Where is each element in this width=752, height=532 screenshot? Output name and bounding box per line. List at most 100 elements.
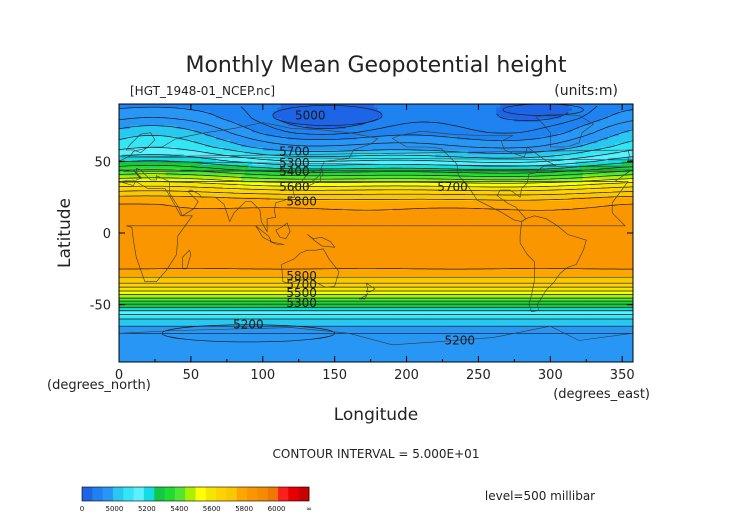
field-cell <box>517 154 523 159</box>
field-cell <box>424 211 429 216</box>
field-cell <box>424 204 429 209</box>
field-cell <box>467 175 472 180</box>
field-cell <box>435 157 440 162</box>
field-cell <box>550 164 555 170</box>
field-cell <box>180 193 185 198</box>
field-cell <box>255 129 260 134</box>
field-cell <box>248 125 253 130</box>
field-cell <box>428 143 433 148</box>
field-cell <box>384 222 390 227</box>
field-cell <box>370 222 375 227</box>
field-cell <box>338 161 343 166</box>
field-cell <box>119 207 124 213</box>
field-cell <box>140 168 145 173</box>
field-cell <box>467 164 472 170</box>
field-cell <box>496 218 501 223</box>
field-cell <box>521 132 526 137</box>
field-cell <box>234 114 239 119</box>
field-cell <box>482 182 487 188</box>
field-cell <box>147 143 152 148</box>
field-cell <box>564 172 569 177</box>
field-cell <box>194 132 199 137</box>
field-cell <box>438 139 444 145</box>
field-cell <box>492 104 498 109</box>
field-cell <box>144 200 149 205</box>
field-cell <box>410 193 415 198</box>
field-cell <box>129 111 134 116</box>
field-cell <box>291 139 296 145</box>
field-cell <box>625 211 630 216</box>
field-cell <box>489 104 494 109</box>
field-cell <box>568 190 573 195</box>
field-cell <box>485 121 490 127</box>
field-cell <box>251 150 257 155</box>
field-cell <box>269 172 275 177</box>
field-cell <box>625 190 630 195</box>
field-cell <box>589 207 595 213</box>
field-cell <box>478 193 483 198</box>
field-cell <box>237 204 242 209</box>
field-cell <box>485 215 490 220</box>
field-cell <box>482 204 487 209</box>
field-cell <box>219 121 224 127</box>
field-cell <box>392 111 397 116</box>
field-cell <box>216 121 221 127</box>
field-cell <box>255 157 260 162</box>
field-cell <box>133 143 138 148</box>
field-cell <box>187 157 192 162</box>
field-cell <box>514 129 519 134</box>
field-cell <box>176 161 181 166</box>
field-cell <box>622 175 627 180</box>
field-cell <box>298 118 303 123</box>
field-cell <box>334 150 339 155</box>
field-cell <box>517 147 523 152</box>
field-cell <box>147 200 152 205</box>
field-cell <box>367 114 372 119</box>
field-cell <box>287 129 293 134</box>
field-cell <box>277 190 282 195</box>
field-cell <box>298 190 303 195</box>
field-cell <box>521 125 526 130</box>
field-cell <box>183 200 188 205</box>
field-cell <box>528 175 533 180</box>
field-cell <box>136 218 142 223</box>
field-cell <box>194 129 199 134</box>
field-cell <box>363 200 368 205</box>
field-cell <box>589 161 595 166</box>
field-cell <box>316 211 321 216</box>
field-cell <box>140 222 145 227</box>
field-cell <box>119 118 124 123</box>
field-cell <box>180 136 185 141</box>
field-cell <box>615 125 620 130</box>
field-cell <box>507 175 512 180</box>
field-cell <box>208 161 214 166</box>
field-cell <box>291 182 296 188</box>
field-cell <box>471 107 476 112</box>
field-cell <box>187 143 192 148</box>
field-cell <box>320 172 325 177</box>
field-cell <box>510 114 515 119</box>
field-cell <box>453 150 458 155</box>
field-cell <box>514 225 519 231</box>
field-cell <box>435 207 440 213</box>
field-cell <box>237 200 242 205</box>
field-cell <box>198 211 203 216</box>
field-cell <box>158 157 163 162</box>
field-cell <box>176 193 181 198</box>
field-cell <box>503 150 508 155</box>
field-cell <box>442 111 447 116</box>
field-cell <box>543 161 548 166</box>
field-cell <box>525 222 530 227</box>
field-cell <box>367 172 372 177</box>
field-cell <box>525 225 530 231</box>
field-cell <box>309 132 314 137</box>
field-cell <box>625 125 630 130</box>
field-cell <box>251 197 257 202</box>
field-cell <box>280 222 285 227</box>
field-cell <box>237 118 242 123</box>
field-cell <box>611 193 616 198</box>
field-cell <box>420 139 426 145</box>
field-cell <box>255 136 260 141</box>
field-cell <box>244 147 249 152</box>
field-cell <box>129 182 134 188</box>
